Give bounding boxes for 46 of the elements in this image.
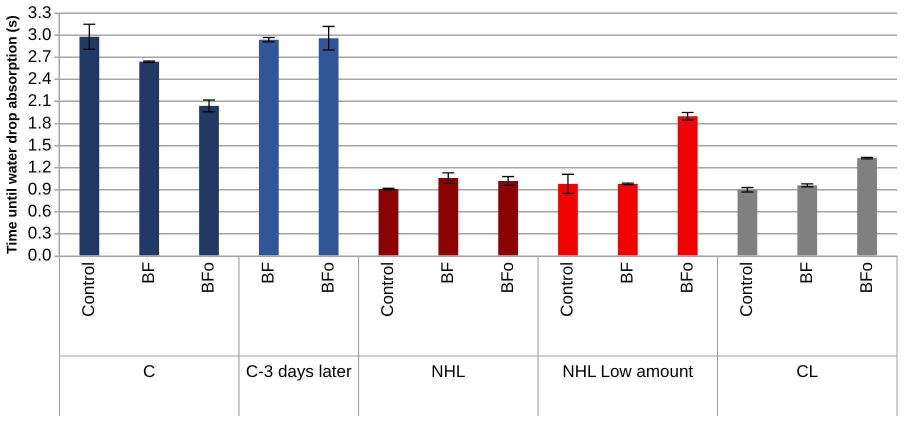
x-tick-label: BFo <box>677 262 696 294</box>
y-tick-label: 0.9 <box>28 179 52 198</box>
bar <box>199 106 219 256</box>
y-tick-label: 2.7 <box>28 47 52 66</box>
bar <box>258 40 279 256</box>
bar <box>857 158 877 256</box>
x-tick-label: BF <box>258 262 278 284</box>
text: NHL Low amount <box>562 362 694 382</box>
text: CL <box>796 362 818 382</box>
y-tick-label: 0.0 <box>28 246 52 265</box>
x-tick-label: BF <box>438 262 457 284</box>
bar <box>678 116 698 256</box>
bar <box>498 180 518 256</box>
y-tick-label: 2.4 <box>28 69 52 88</box>
x-tick-label: BFo <box>856 262 876 294</box>
x-tick-label: Control <box>558 262 577 317</box>
y-tick-label: 1.5 <box>28 135 52 154</box>
x-tick-label: BF <box>796 262 816 284</box>
bar <box>797 185 818 256</box>
y-tick-label: 0.6 <box>28 202 52 221</box>
y-tick-label: 2.1 <box>28 91 52 110</box>
y-tick-label: 1.8 <box>28 113 52 132</box>
text: NHL <box>431 362 466 382</box>
y-tick-label: 3.0 <box>28 24 52 44</box>
x-tick-label: BF <box>617 262 636 284</box>
y-tick-label: 0.3 <box>28 224 52 243</box>
bar <box>378 189 398 256</box>
bar <box>438 178 458 256</box>
text: C <box>143 362 156 382</box>
x-tick-label: BFo <box>198 262 218 294</box>
x-tick-label: Control <box>79 262 98 317</box>
y-tick-label: 3.3 <box>28 2 52 22</box>
x-tick-label: BF <box>138 262 158 284</box>
x-tick-label: BFo <box>498 262 517 294</box>
bar <box>318 38 339 256</box>
text: C-3 days later <box>246 362 352 382</box>
x-tick-label: BFo <box>318 262 338 294</box>
bar <box>558 184 578 256</box>
bar <box>618 184 638 256</box>
bar <box>738 190 758 256</box>
bar <box>139 62 160 256</box>
y-tick-label: 1.2 <box>28 157 52 176</box>
y-axis-title: Time until water drop absorption (s) <box>3 15 20 254</box>
x-tick-label: Control <box>737 262 756 317</box>
bar <box>79 36 100 256</box>
x-tick-label: Control <box>378 262 398 317</box>
